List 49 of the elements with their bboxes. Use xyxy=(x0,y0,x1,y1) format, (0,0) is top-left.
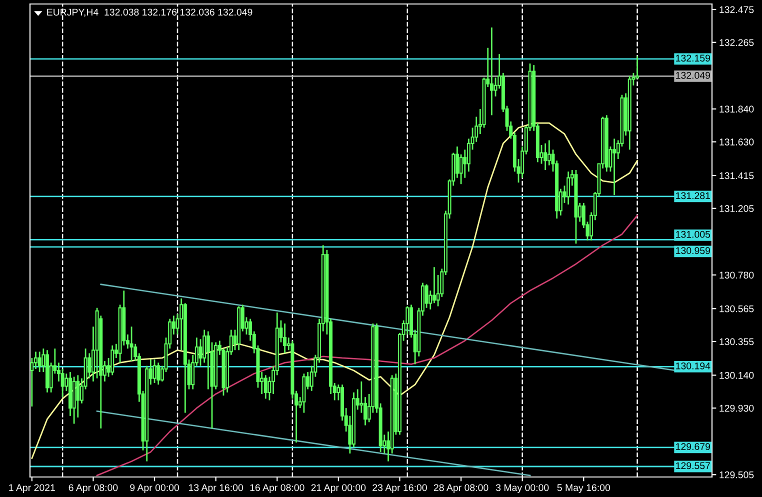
x-tick-label: 23 Apr 16:00 xyxy=(372,484,427,494)
candlestick xyxy=(566,170,570,206)
x-tick-label: 9 Apr 00:00 xyxy=(130,484,180,494)
line-series xyxy=(31,122,638,459)
y-tick-label: 131.205 xyxy=(720,205,754,212)
candlestick xyxy=(152,358,156,384)
x-tick-label: 3 May 00:00 xyxy=(496,484,549,494)
candlestick xyxy=(76,374,80,418)
y-tick-label: 130.355 xyxy=(720,338,754,346)
x-tick-label: 1 Apr 2021 xyxy=(9,484,55,494)
y-tick-label: 131.630 xyxy=(720,138,754,146)
candlestick xyxy=(424,284,428,309)
x-tick-label: 5 May 16:00 xyxy=(557,484,610,494)
x-tick-label: 16 Apr 08:00 xyxy=(250,484,304,494)
ref-line-label: 130.194 xyxy=(676,362,710,370)
candlestick xyxy=(110,344,114,376)
y-tick-label: 131.415 xyxy=(720,172,754,180)
ref-line-label: 129.679 xyxy=(676,443,710,450)
y-tick-label: 132.475 xyxy=(720,6,754,14)
y-tick-label: 129.505 xyxy=(720,471,754,478)
y-tick-label: 132.265 xyxy=(720,39,754,46)
candlestick xyxy=(130,326,134,362)
x-tick-label: 28 Apr 08:00 xyxy=(434,484,488,494)
chart-title: EURJPY,H4 132.038 132.176 132.036 132.049 xyxy=(47,8,252,17)
x-tick-label: 21 Apr 00:00 xyxy=(311,484,366,494)
candlestick xyxy=(547,140,551,166)
line-series xyxy=(96,214,638,476)
y-tick-label: 130.565 xyxy=(720,305,754,312)
candlestick xyxy=(544,142,548,171)
ref-line-label: 132.049 xyxy=(676,72,710,79)
y-tick-label: 130.140 xyxy=(720,372,754,379)
ref-line-label: 132.159 xyxy=(676,54,710,62)
candlestick xyxy=(490,26,494,116)
ref-line-label: 131.005 xyxy=(676,230,710,238)
candlestick xyxy=(432,266,436,304)
candlestick xyxy=(612,138,616,196)
ref-line-label: 129.557 xyxy=(676,462,710,470)
candlestick xyxy=(264,374,268,400)
y-tick-label: 129.930 xyxy=(720,404,754,412)
x-tick-label: 6 Apr 08:00 xyxy=(68,484,118,494)
candlestick xyxy=(459,154,463,185)
candlestick xyxy=(38,351,42,373)
ref-line-label: 130.959 xyxy=(676,247,710,254)
y-tick-label: 130.780 xyxy=(720,272,754,279)
candlestick xyxy=(283,322,287,354)
ref-line-label: 131.281 xyxy=(676,192,710,200)
y-tick-label: 131.840 xyxy=(720,106,754,113)
candlestick xyxy=(156,362,160,386)
x-tick-label: 13 Apr 16:00 xyxy=(189,484,244,494)
